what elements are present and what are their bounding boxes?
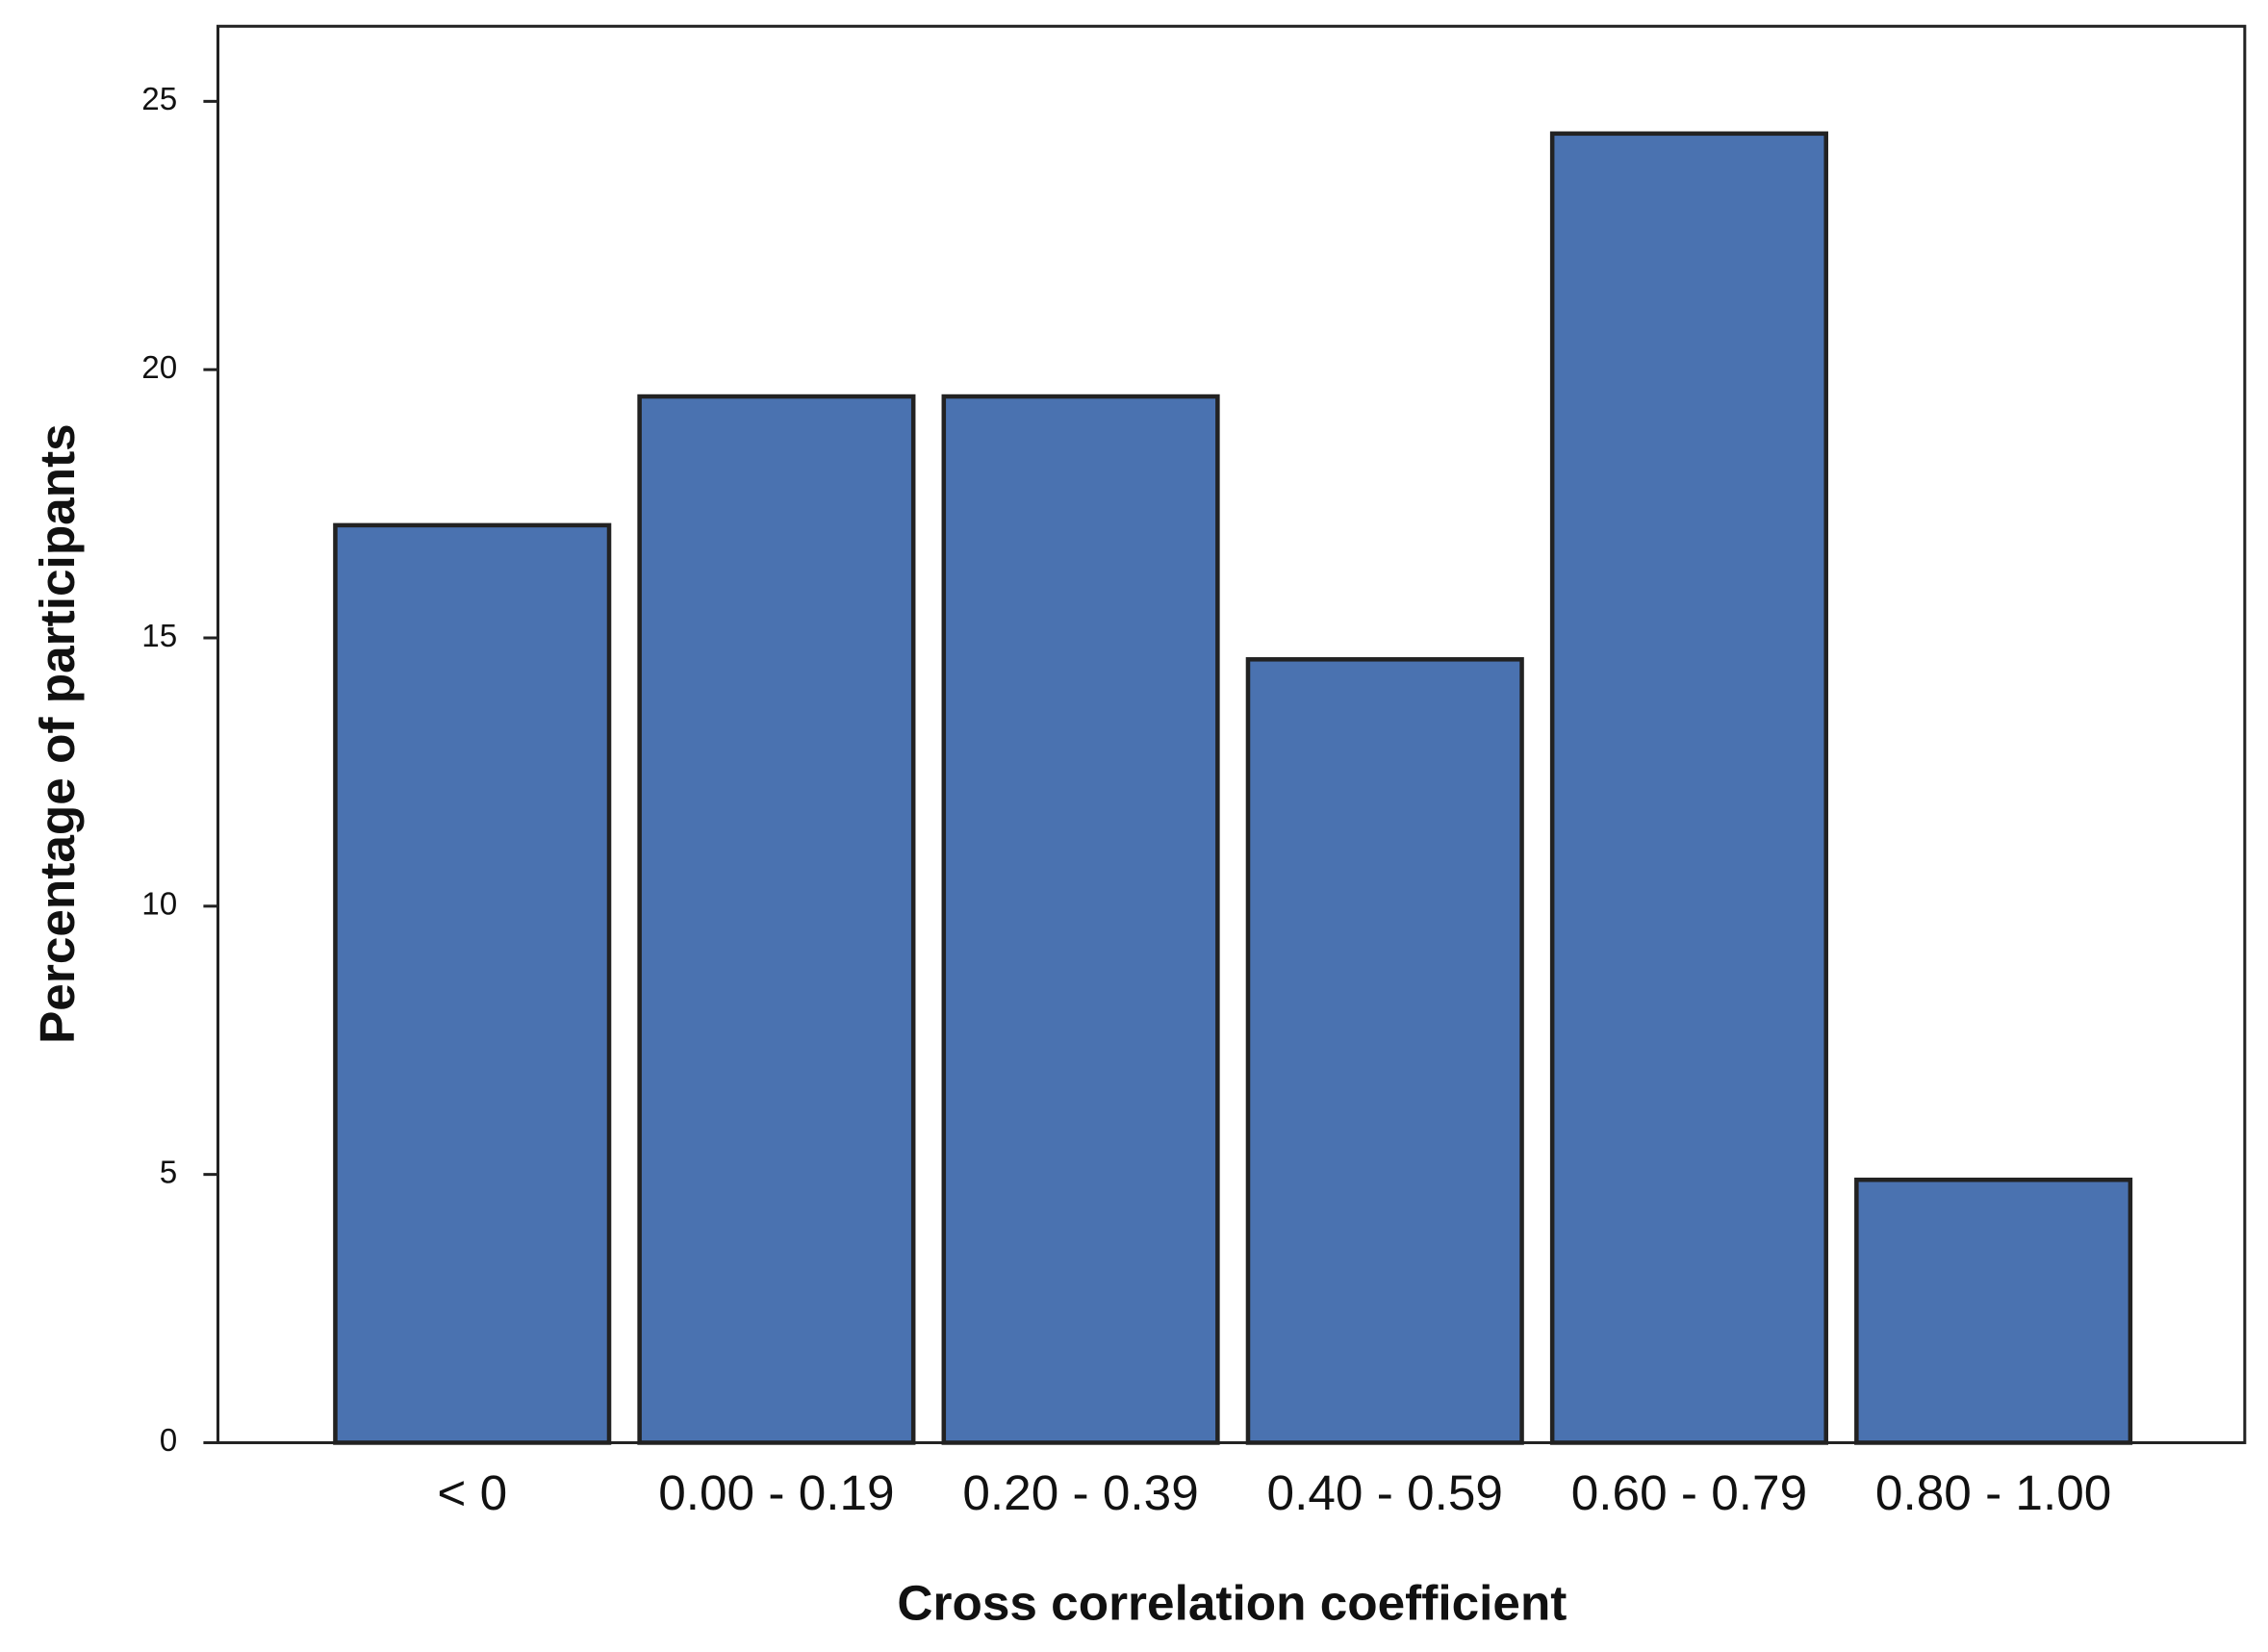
y-tick-label: 25	[141, 82, 177, 117]
x-tick-label: 0.40 - 0.59	[1267, 1465, 1503, 1520]
x-tick-label: 0.60 - 0.79	[1571, 1465, 1807, 1520]
bar	[941, 394, 1220, 1445]
x-tick-label: 0.00 - 0.19	[658, 1465, 894, 1520]
x-axis-title: Cross correlation coefficient	[897, 1576, 1567, 1631]
bar	[1854, 1177, 2133, 1445]
bar	[1549, 131, 1828, 1445]
y-tick-label: 5	[160, 1155, 177, 1190]
y-tick-label: 15	[141, 619, 177, 654]
bar	[1245, 657, 1524, 1445]
bar	[637, 394, 916, 1445]
y-tick-label: 10	[141, 887, 177, 923]
x-tick-label: 0.80 - 1.00	[1875, 1465, 2111, 1520]
bar	[333, 522, 612, 1445]
y-axis-title: Percentage of participants	[30, 423, 85, 1044]
y-tick-label: 0	[160, 1423, 177, 1459]
x-tick-label: 0.20 - 0.39	[962, 1465, 1198, 1520]
x-tick-label: < 0	[437, 1465, 507, 1520]
y-tick-label: 20	[141, 350, 177, 386]
plot-frame	[216, 24, 2247, 1444]
